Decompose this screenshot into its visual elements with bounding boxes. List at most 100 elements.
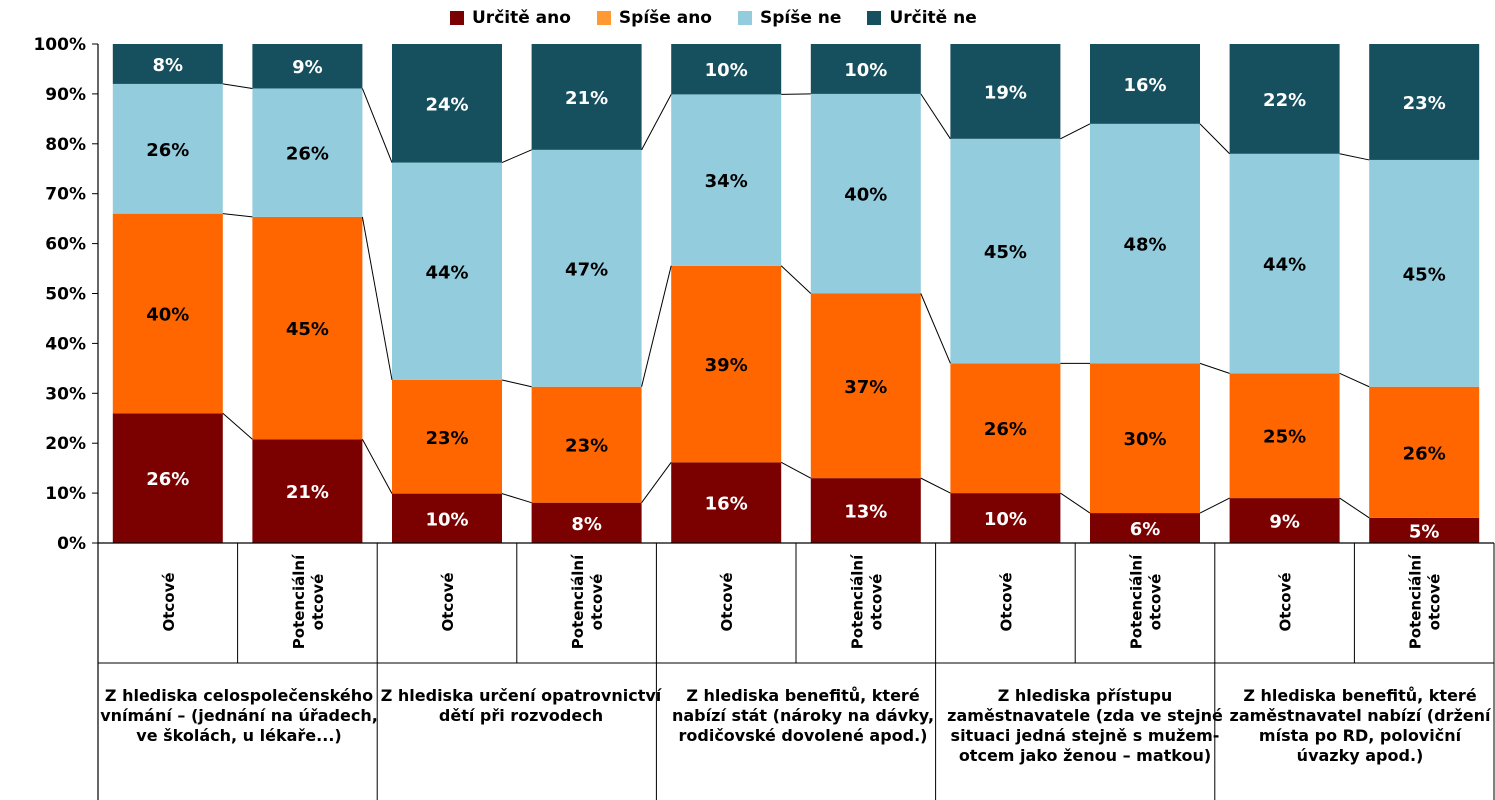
series-connector-line xyxy=(780,461,812,479)
y-tick-label: 50% xyxy=(45,285,86,305)
bar-segment xyxy=(252,439,363,543)
series-connector-line xyxy=(641,94,672,151)
data-label: 24% xyxy=(425,94,468,115)
bar-segment xyxy=(671,94,782,266)
bar-segment xyxy=(112,83,223,214)
legend-swatch xyxy=(450,11,464,25)
category-label: Potenciální xyxy=(569,554,587,649)
category-label: otcové xyxy=(1147,574,1165,631)
category-label: Otcové xyxy=(997,572,1015,631)
legend-swatch xyxy=(737,11,752,25)
data-label: 23% xyxy=(1403,93,1446,114)
legend-swatch xyxy=(596,11,611,25)
data-label: 5% xyxy=(1409,521,1440,542)
data-label: 13% xyxy=(844,502,887,523)
series-connector-line xyxy=(641,462,672,503)
data-label: 26% xyxy=(146,140,189,161)
category-label: Otcové xyxy=(718,572,736,631)
series-connector-line xyxy=(222,83,253,89)
bar-segment xyxy=(112,213,223,414)
category-label: Otcové xyxy=(439,572,457,631)
group-label: Z hlediska celospolečenského vnímání – (… xyxy=(100,686,378,745)
y-tick-label: 40% xyxy=(45,334,86,354)
data-label: 40% xyxy=(844,185,887,206)
series-connector-line xyxy=(501,149,532,164)
bar-segment xyxy=(531,149,642,387)
group-label: Z hlediska přístupu zaměstnavatele (zda … xyxy=(947,686,1223,765)
data-label: 6% xyxy=(1130,519,1161,540)
y-tick-label: 70% xyxy=(45,185,86,205)
bar-segment xyxy=(1229,153,1340,374)
data-label: 10% xyxy=(984,509,1027,530)
legend-item-spise-ne: Spíše ne xyxy=(737,8,841,28)
bar-segment xyxy=(1090,123,1200,364)
series-connector-line xyxy=(222,412,253,440)
bar-segment xyxy=(531,386,642,503)
series-connector-line xyxy=(222,213,253,218)
bar-segment xyxy=(1229,44,1340,154)
data-label: 16% xyxy=(1123,75,1166,96)
series-connector-line xyxy=(1339,372,1370,388)
category-label-group: Potenciální otcové xyxy=(848,554,885,649)
category-label: otcové xyxy=(309,574,327,631)
data-label: 21% xyxy=(565,88,608,109)
category-label: Potenciální xyxy=(290,554,308,649)
data-label: 40% xyxy=(146,304,189,325)
data-label: 37% xyxy=(844,377,887,398)
legend-item-urcite-ano: Určitě ano xyxy=(450,8,571,28)
data-label: 26% xyxy=(984,419,1027,440)
data-label: 26% xyxy=(1403,443,1446,464)
bar-segment xyxy=(810,93,921,294)
bar-segment xyxy=(950,363,1061,494)
data-label: 25% xyxy=(1263,427,1306,448)
category-label: Otcové xyxy=(160,572,178,631)
legend-label: Určitě ne xyxy=(889,8,977,28)
data-label: 19% xyxy=(984,82,1027,103)
bar-segment xyxy=(1369,44,1480,160)
data-label: 30% xyxy=(1123,429,1166,450)
y-tick-label: 80% xyxy=(45,135,86,155)
y-tick-label: 100% xyxy=(33,35,86,55)
bar-segment xyxy=(810,44,921,94)
series-connector-line xyxy=(361,439,393,494)
y-tick-label: 10% xyxy=(45,484,86,504)
bar-segment xyxy=(392,493,502,543)
legend-item-spise-ano: Spíše ano xyxy=(596,8,712,28)
data-label: 44% xyxy=(1263,255,1306,276)
bar-segment xyxy=(950,493,1061,543)
data-label: 10% xyxy=(705,60,748,81)
data-label: 34% xyxy=(705,171,748,192)
bar-segment xyxy=(810,293,921,479)
data-label: 44% xyxy=(425,262,468,283)
bar-segment xyxy=(671,44,782,95)
bar-segment xyxy=(1229,373,1340,499)
data-label: 45% xyxy=(984,242,1027,263)
data-label: 26% xyxy=(286,144,329,165)
category-label: Potenciální xyxy=(848,554,866,649)
bar-segment xyxy=(252,216,363,440)
series-connector-line xyxy=(501,493,532,504)
data-label: 23% xyxy=(425,428,468,449)
group-label: Z hlediska benefitů, které nabízí stát (… xyxy=(671,686,935,745)
category-label-group: Potenciální otcové xyxy=(1407,554,1444,649)
y-tick-label: 0% xyxy=(57,534,86,554)
data-label: 47% xyxy=(565,259,608,280)
series-connector-line xyxy=(1339,153,1370,161)
bar-segment xyxy=(1369,517,1480,543)
bar-segment xyxy=(1090,44,1200,124)
chart-legend: Určitě ano Spíše ano Spíše ne Určitě ne xyxy=(450,8,977,28)
bar-segment xyxy=(392,162,502,380)
category-label-group: Otcové xyxy=(439,572,457,631)
data-label: 16% xyxy=(705,494,748,515)
bar-segment xyxy=(1369,159,1480,387)
series-connector-line xyxy=(1199,497,1230,514)
bar-segment xyxy=(531,44,642,150)
category-label-group: Potenciální otcové xyxy=(290,554,327,649)
data-label: 22% xyxy=(1263,90,1306,111)
group-label: Z hlediska benefitů, které zaměstnavatel… xyxy=(1229,686,1491,765)
bar-segment xyxy=(252,88,363,217)
series-connector-line xyxy=(920,93,951,140)
series-connector-line xyxy=(361,216,393,381)
bar-segment xyxy=(392,44,502,163)
